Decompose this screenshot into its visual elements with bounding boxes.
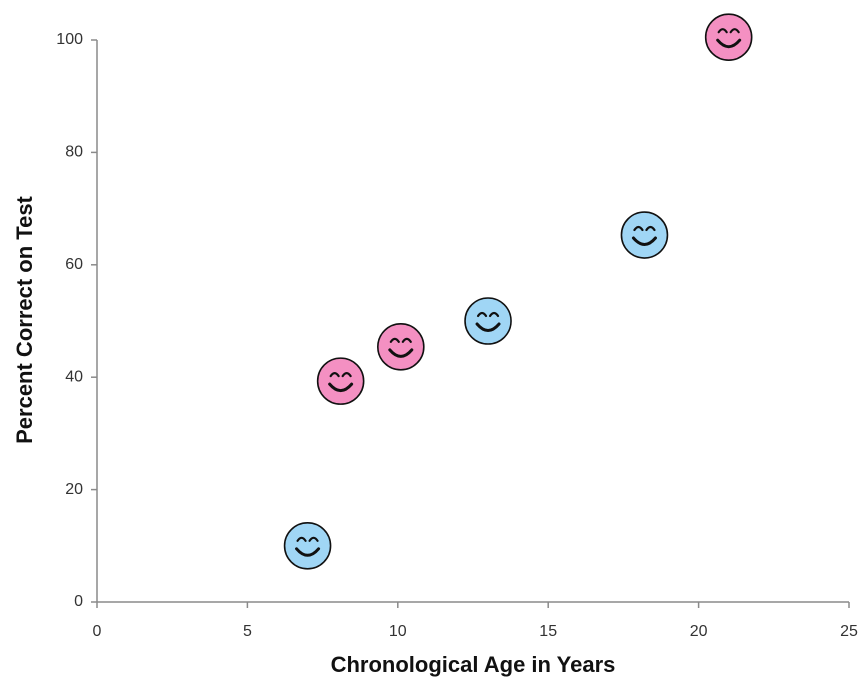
smiley-eyes	[329, 372, 352, 378]
smiley-point	[316, 357, 365, 405]
x-tick-label: 0	[93, 623, 102, 640]
smiley-face	[620, 211, 669, 259]
smiley-eyes	[633, 225, 656, 232]
x-tick-label: 20	[690, 623, 708, 640]
smiley-eyes	[296, 536, 319, 542]
smiley-eyes	[389, 337, 412, 343]
smiley-mouth	[475, 322, 501, 332]
smiley-eyes	[717, 28, 740, 34]
y-tick-label: 80	[65, 144, 83, 161]
smiley-mouth	[716, 38, 742, 49]
x-tick-label: 15	[539, 623, 557, 640]
y-tick-label: 0	[74, 593, 83, 610]
smiley-point	[464, 297, 512, 345]
smiley-point	[704, 13, 753, 61]
y-tick-label: 100	[56, 31, 83, 48]
smiley-face	[704, 13, 753, 61]
smiley-point	[620, 211, 669, 259]
smiley-mouth	[328, 382, 354, 393]
smiley-face	[316, 357, 365, 405]
y-tick-label: 40	[65, 368, 83, 385]
y-tick-label: 20	[65, 481, 83, 498]
smiley-face	[464, 297, 512, 345]
smiley-point	[377, 323, 425, 371]
smiley-mouth	[295, 547, 321, 557]
y-axis-title: Percent Correct on Test	[12, 195, 37, 443]
smiley-mouth	[631, 236, 657, 246]
smiley-mouth	[388, 348, 414, 358]
smiley-face	[377, 323, 425, 371]
x-tick-label: 10	[389, 623, 407, 640]
y-tick-label: 60	[65, 256, 83, 273]
x-tick-label: 25	[840, 623, 858, 640]
smiley-face	[283, 521, 332, 570]
smiley-point	[283, 521, 332, 570]
smiley-eyes	[476, 311, 500, 318]
x-tick-label: 5	[243, 623, 252, 640]
x-axis-title: Chronological Age in Years	[331, 652, 616, 677]
